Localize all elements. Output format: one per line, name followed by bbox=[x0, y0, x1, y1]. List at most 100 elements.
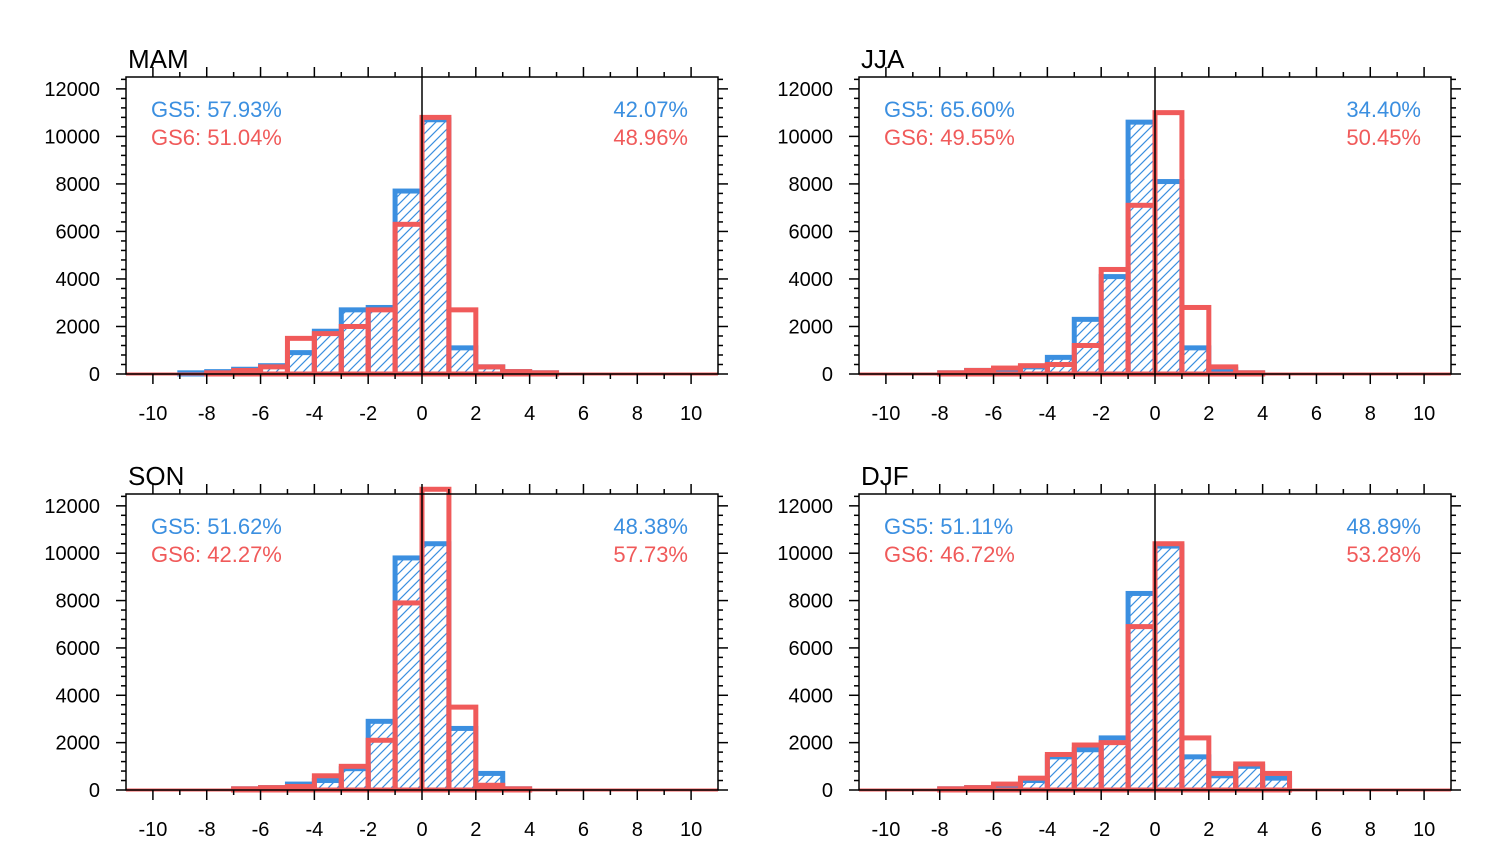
x-tick-label: -4 bbox=[1038, 819, 1056, 841]
y-tick-label: 12000 bbox=[44, 496, 100, 518]
annotation-right-gs5: 48.89% bbox=[1346, 514, 1421, 539]
y-tick-label: 0 bbox=[89, 364, 100, 386]
bar-gs5 bbox=[1233, 763, 1266, 793]
y-tick-label: 0 bbox=[89, 780, 100, 802]
x-tick-label: -10 bbox=[138, 819, 167, 841]
y-tick-label: 10000 bbox=[777, 543, 833, 565]
panel-title: DJF bbox=[861, 461, 909, 491]
bar-gs5 bbox=[446, 345, 479, 377]
y-tick-label: 6000 bbox=[56, 221, 101, 243]
bar-gs5 bbox=[1125, 590, 1158, 793]
x-tick-label: 10 bbox=[1413, 403, 1435, 425]
bar-gs5 bbox=[1125, 119, 1158, 377]
bar-gs5 bbox=[1179, 754, 1212, 793]
x-tick-label: 2 bbox=[1203, 403, 1214, 425]
bar-gs5 bbox=[392, 555, 425, 793]
x-tick-label: -2 bbox=[1092, 819, 1110, 841]
x-tick-label: 4 bbox=[524, 819, 535, 841]
bar-gs5 bbox=[365, 304, 398, 377]
bar-gs5 bbox=[446, 725, 479, 793]
x-tick-label: -4 bbox=[305, 403, 323, 425]
annotation-right-gs5: 48.38% bbox=[613, 514, 688, 539]
y-tick-label: 10000 bbox=[44, 543, 100, 565]
y-tick-label: 2000 bbox=[56, 316, 101, 338]
x-tick-label: 10 bbox=[1413, 819, 1435, 841]
x-tick-label: -8 bbox=[198, 403, 216, 425]
x-tick-label: -8 bbox=[198, 819, 216, 841]
x-tick-label: 10 bbox=[680, 403, 702, 425]
panel-title: SON bbox=[128, 461, 184, 491]
x-tick-label: 8 bbox=[632, 403, 643, 425]
bar-gs5 bbox=[1179, 345, 1212, 377]
y-tick-label: 4000 bbox=[789, 269, 834, 291]
bar-gs5 bbox=[1044, 754, 1077, 793]
annotation-right-gs6: 50.45% bbox=[1346, 125, 1421, 150]
bar-gs5 bbox=[1152, 543, 1185, 793]
bar-gs5 bbox=[1098, 274, 1131, 377]
y-tick-label: 10000 bbox=[44, 126, 100, 148]
y-tick-label: 8000 bbox=[56, 174, 101, 196]
panel-mam: MAM -10 -8 -6 -4 -2 0 2 4 6 8 10 0 2000 4000 6000 8000 10… bbox=[44, 44, 728, 425]
y-tick-label: 4000 bbox=[56, 685, 101, 707]
x-tick-label: 0 bbox=[416, 403, 427, 425]
bar-gs5 bbox=[419, 117, 452, 377]
y-tick-label: 6000 bbox=[56, 638, 101, 660]
bar-gs5 bbox=[419, 541, 452, 793]
x-tick-label: -10 bbox=[871, 819, 900, 841]
bar-gs5 bbox=[338, 307, 371, 377]
y-tick-label: 12000 bbox=[44, 79, 100, 101]
y-tick-label: 8000 bbox=[789, 591, 834, 613]
panel-jja: JJA -10 -8 -6 -4 -2 0 2 4 6 8 10 0 2000 4000 6000 8000 10… bbox=[777, 44, 1461, 425]
panel-son: SON -10 -8 -6 -4 -2 0 2 4 6 8 10 0 2000 4000 6000 8000 10… bbox=[44, 461, 728, 841]
y-tick-label: 12000 bbox=[777, 496, 833, 518]
x-tick-label: 8 bbox=[632, 819, 643, 841]
y-tick-label: 0 bbox=[822, 364, 833, 386]
y-tick-label: 4000 bbox=[56, 269, 101, 291]
panel-djf: DJF -10 -8 -6 -4 -2 0 2 4 6 8 10 0 2000 4000 6000 8000 10… bbox=[777, 461, 1461, 841]
y-tick-label: 8000 bbox=[56, 591, 101, 613]
bar-gs5 bbox=[338, 766, 371, 793]
x-tick-label: 0 bbox=[1149, 403, 1160, 425]
panel-grid: MAM-10 -8 -6 -4 -2 0 2 4 6 8 100200040006000800010… bbox=[44, 44, 1461, 841]
bar-gs5 bbox=[1071, 747, 1104, 793]
x-tick-label: 4 bbox=[524, 403, 535, 425]
x-tick-label: 2 bbox=[470, 819, 481, 841]
y-tick-label: 2000 bbox=[789, 733, 834, 755]
panel-title: JJA bbox=[861, 44, 905, 74]
annotation-left-gs5: GS5: 57.93% bbox=[151, 97, 282, 122]
annotation-left-gs6: GS6: 51.04% bbox=[151, 125, 282, 150]
bar-gs5 bbox=[1098, 735, 1131, 793]
annotation-right-gs5: 34.40% bbox=[1346, 97, 1421, 122]
y-tick-label: 8000 bbox=[789, 174, 834, 196]
bar-gs5 bbox=[365, 718, 398, 793]
x-tick-label: -2 bbox=[1092, 403, 1110, 425]
x-tick-label: -2 bbox=[359, 403, 377, 425]
x-tick-label: -10 bbox=[871, 403, 900, 425]
y-tick-label: 2000 bbox=[789, 316, 834, 338]
y-tick-label: 6000 bbox=[789, 638, 834, 660]
series-gs5 bbox=[231, 541, 533, 793]
x-tick-label: -2 bbox=[359, 819, 377, 841]
y-tick-label: 0 bbox=[822, 780, 833, 802]
annotation-left-gs5: GS5: 51.62% bbox=[151, 514, 282, 539]
x-tick-label: 4 bbox=[1257, 819, 1268, 841]
x-tick-label: 0 bbox=[1149, 819, 1160, 841]
panel-title: MAM bbox=[128, 44, 189, 74]
x-tick-label: -8 bbox=[931, 819, 949, 841]
x-tick-label: -10 bbox=[138, 403, 167, 425]
x-tick-label: 6 bbox=[578, 819, 589, 841]
x-tick-label: 10 bbox=[680, 819, 702, 841]
x-tick-label: 2 bbox=[470, 403, 481, 425]
x-tick-label: -4 bbox=[305, 819, 323, 841]
x-tick-label: -6 bbox=[252, 819, 270, 841]
annotation-left-gs6: GS6: 46.72% bbox=[884, 542, 1015, 567]
x-tick-label: -8 bbox=[931, 403, 949, 425]
annotation-left-gs5: GS5: 65.60% bbox=[884, 97, 1015, 122]
x-tick-label: 6 bbox=[578, 403, 589, 425]
y-tick-label: 10000 bbox=[777, 126, 833, 148]
x-tick-label: 6 bbox=[1311, 819, 1322, 841]
annotation-right-gs6: 48.96% bbox=[613, 125, 688, 150]
y-tick-label: 6000 bbox=[789, 221, 834, 243]
annotation-left-gs5: GS5: 51.11% bbox=[884, 514, 1013, 539]
